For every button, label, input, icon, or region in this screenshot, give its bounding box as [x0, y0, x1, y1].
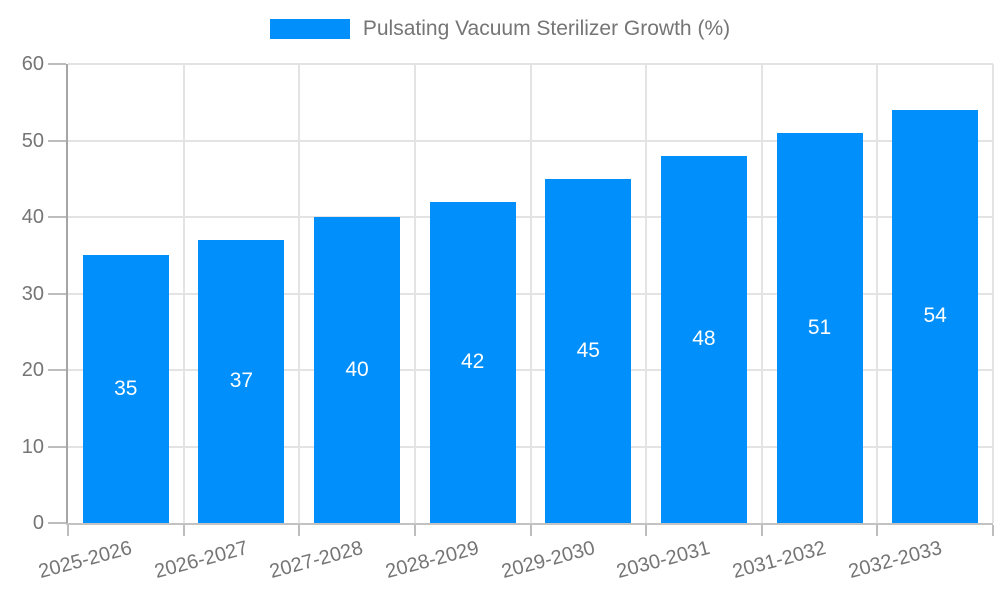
x-tick [182, 525, 185, 536]
bar[interactable]: 37 [198, 239, 285, 523]
bar-value-label: 51 [807, 315, 832, 339]
legend-label: Pulsating Vacuum Sterilizer Growth (%) [362, 17, 731, 40]
bar-value-label: 40 [345, 358, 369, 381]
x-tick [298, 525, 301, 536]
y-tick [48, 445, 66, 448]
y-tick [48, 63, 66, 65]
y-tick-label: 20 [21, 359, 44, 381]
bar[interactable]: 40 [314, 217, 401, 523]
y-tick [48, 292, 66, 295]
v-gridline [645, 64, 648, 523]
bar[interactable]: 48 [660, 155, 747, 523]
bar-value-label: 45 [576, 338, 600, 362]
x-tick-label: 2029-2030 [498, 537, 598, 584]
bar-value-label: 42 [461, 350, 485, 374]
y-tick [48, 369, 66, 371]
v-gridline [876, 64, 879, 523]
bar-value-label: 35 [114, 377, 138, 401]
bar-value-label: 37 [229, 369, 254, 393]
y-tick [48, 522, 66, 524]
y-tick [48, 216, 66, 218]
y-tick-label: 0 [32, 512, 44, 534]
x-tick-label: 2030-2031 [614, 537, 713, 584]
x-tick [992, 525, 994, 536]
v-gridline [529, 64, 532, 523]
bar-value-label: 48 [692, 327, 716, 351]
y-tick-label: 40 [21, 206, 44, 228]
bar[interactable]: 54 [892, 109, 979, 523]
legend-swatch [269, 19, 350, 39]
v-gridline [298, 64, 301, 523]
x-tick-label: 2028-2029 [383, 537, 482, 584]
y-tick-label: 30 [21, 282, 44, 305]
x-tick-label: 2025-2026 [36, 537, 135, 584]
y-tick-label: 60 [21, 53, 44, 75]
x-tick [645, 525, 648, 536]
bar[interactable]: 51 [776, 132, 863, 523]
x-axis-line [66, 523, 993, 525]
x-tick-label: 2032-2033 [845, 537, 944, 584]
legend[interactable]: Pulsating Vacuum Sterilizer Growth (%) [0, 17, 1000, 41]
bar[interactable]: 42 [429, 201, 516, 523]
x-tick [876, 525, 879, 536]
v-gridline [182, 64, 185, 523]
x-tick [529, 525, 532, 536]
x-tick-label: 2027-2028 [267, 537, 366, 584]
x-tick [760, 525, 763, 536]
bar[interactable]: 45 [545, 178, 632, 523]
x-tick-label: 2026-2027 [152, 537, 251, 584]
y-tick-label: 50 [21, 129, 44, 152]
v-gridline [992, 64, 994, 523]
bar-value-label: 54 [923, 304, 947, 328]
x-tick [413, 525, 416, 536]
y-tick-label: 10 [21, 435, 44, 458]
x-tick [67, 525, 69, 536]
v-gridline [760, 64, 763, 523]
x-tick-label: 2031-2032 [730, 537, 829, 584]
y-tick [48, 139, 66, 142]
v-gridline [413, 64, 416, 523]
y-axis-line [66, 64, 68, 525]
bar[interactable]: 35 [82, 255, 169, 523]
